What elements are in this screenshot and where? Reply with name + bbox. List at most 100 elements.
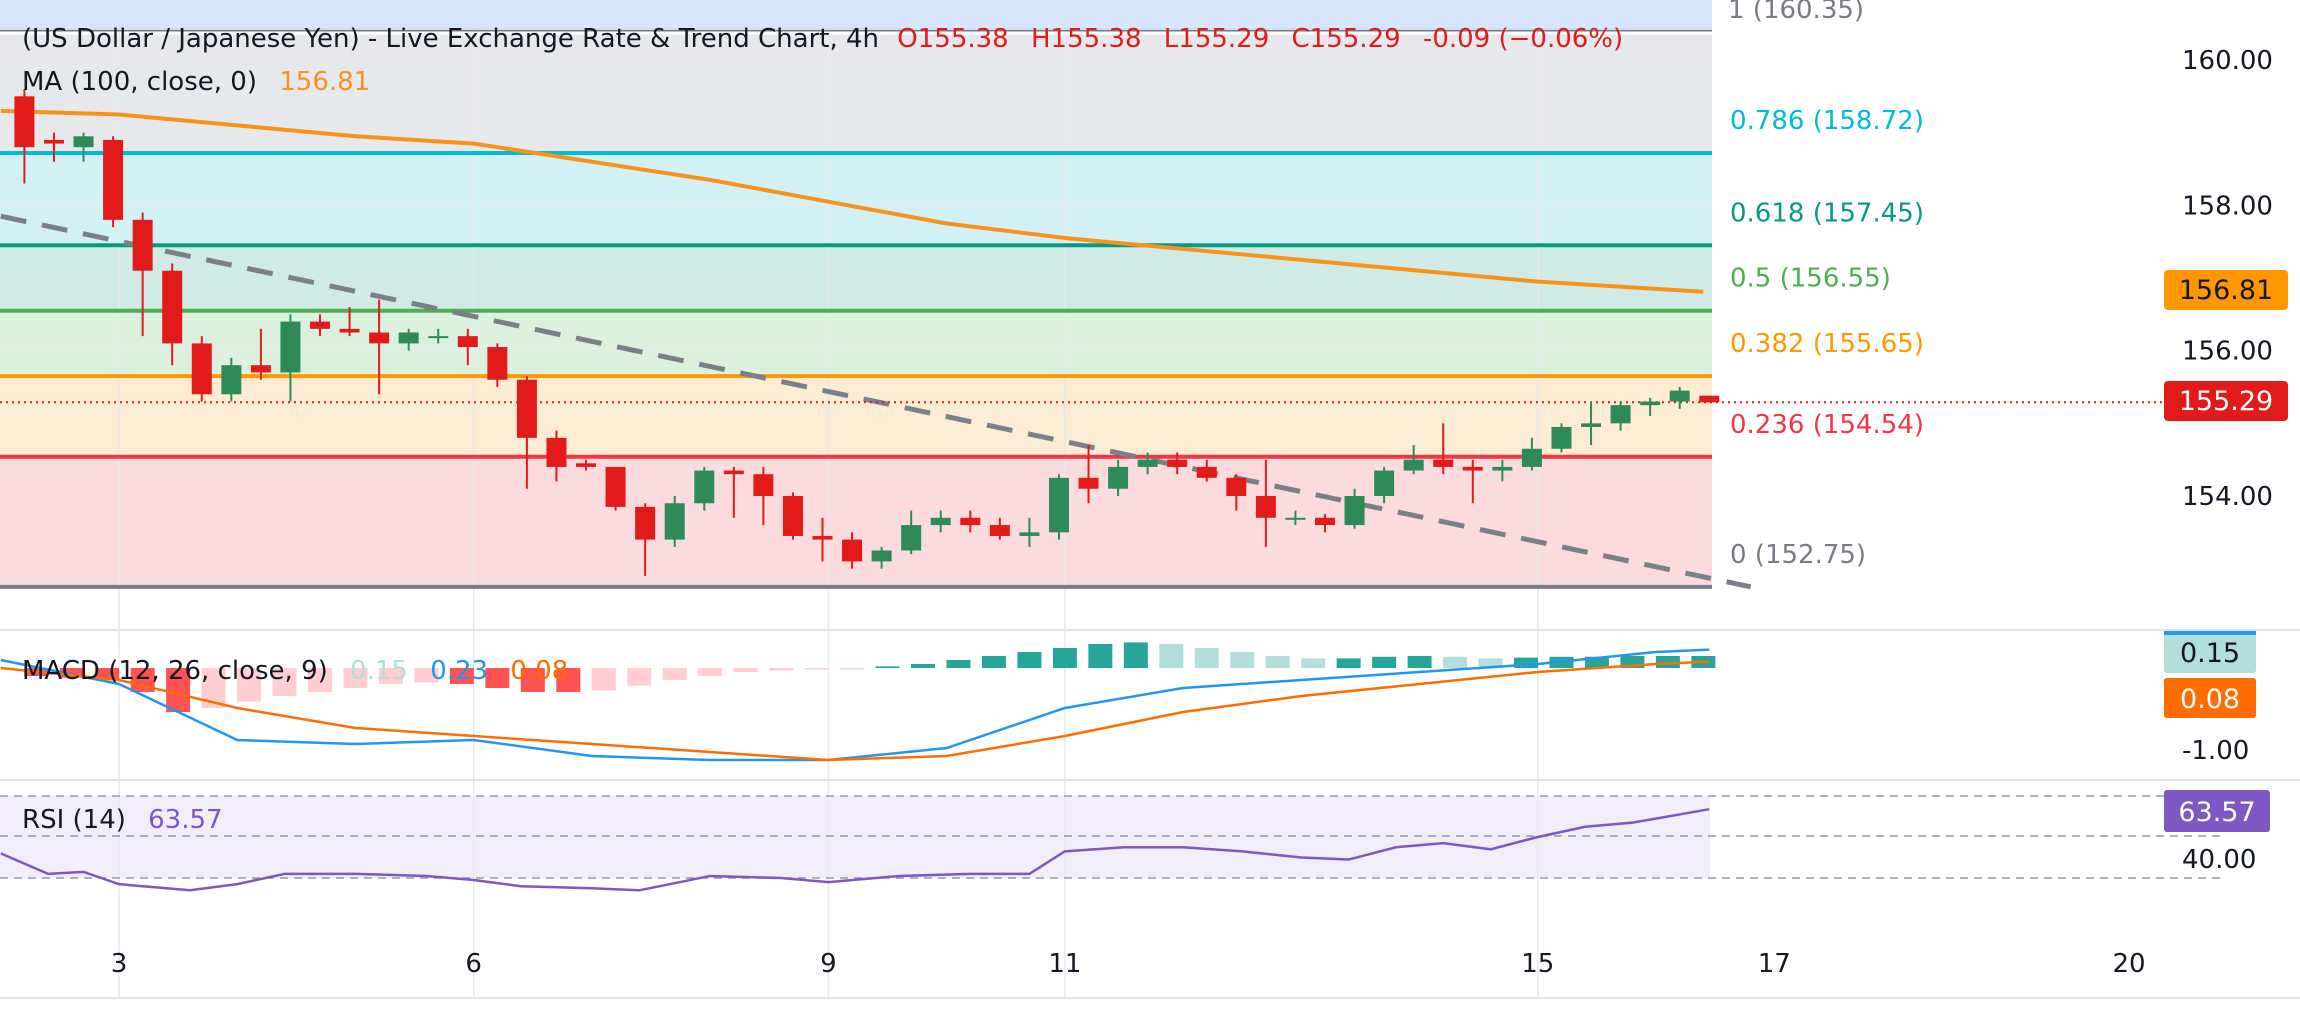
- time-axis[interactable]: 3 6 9 11 15 17 20: [111, 949, 2146, 979]
- macd-legend-label: MACD (12, 26, close, 9): [22, 656, 328, 686]
- candle-body: [14, 96, 35, 148]
- candle-body: [516, 379, 537, 438]
- macd-hist-bar: [1301, 658, 1326, 668]
- candle-body: [43, 139, 64, 144]
- macd-hist-bar: [556, 668, 581, 692]
- rsi-band: [0, 796, 1710, 878]
- fib-label-top: 1 (160.35): [1728, 0, 1864, 25]
- fib-band-1: [0, 34, 1712, 154]
- macd-hist-bar: [1088, 644, 1113, 668]
- macd-legend[interactable]: MACD (12, 26, close, 9) 0.15 0.23 0.08: [22, 656, 568, 686]
- rsi-line: [0, 807, 1710, 892]
- rsi-tag: [2164, 790, 2270, 832]
- time-tick-11: 11: [1048, 949, 1081, 979]
- macd-legend-macd: 0.23: [430, 656, 488, 686]
- candle-body: [664, 503, 685, 540]
- candle-body: [989, 525, 1010, 536]
- candle-body: [960, 517, 981, 526]
- candle-body: [753, 474, 774, 496]
- last-price-tag-text: 155.29: [2179, 386, 2273, 417]
- macd-hist-bar: [272, 668, 297, 696]
- ma-price-tag-text: 156.81: [2179, 275, 2273, 306]
- candle-body: [369, 332, 390, 344]
- candle-body: [1226, 477, 1247, 496]
- macd-hist-bar: [520, 668, 545, 692]
- time-tick-17: 17: [1758, 949, 1791, 979]
- macd-signal-tag: [2164, 678, 2256, 718]
- macd-hist-bar: [946, 660, 971, 668]
- rsi-tag-text: 63.57: [2178, 797, 2255, 828]
- candle-body: [842, 539, 863, 562]
- candle-body: [812, 535, 833, 540]
- fib-top-band: [0, 0, 1712, 30]
- last-price-tag: [2164, 381, 2288, 421]
- macd-hist-bar: [414, 668, 439, 683]
- price-tick-154.00: 154.00: [2182, 482, 2273, 512]
- time-tick-20: 20: [2112, 949, 2145, 979]
- macd-hist-bar: [1052, 648, 1077, 668]
- candle-body: [930, 517, 951, 526]
- candle-body: [398, 332, 419, 344]
- candle-body: [457, 336, 478, 348]
- candle-body: [191, 343, 212, 395]
- macd-hist-bar: [1336, 658, 1361, 668]
- macd-line: [0, 648, 1710, 762]
- candle-body: [576, 463, 597, 467]
- ohlc-change: -0.09 (−0.06%): [1423, 24, 1623, 54]
- chart-title-legend[interactable]: (US Dollar / Japanese Yen) - Live Exchan…: [22, 24, 1623, 54]
- candle-body: [782, 496, 803, 536]
- fibonacci-labels: 0.786 (158.72) 0.618 (157.45) 0.5 (156.55)…: [1730, 106, 1924, 570]
- candle-body: [428, 336, 449, 339]
- ma-100-line: [0, 108, 1704, 294]
- macd-hist-tag-text: 0.15: [2180, 638, 2240, 669]
- candle-body: [1640, 401, 1661, 406]
- macd-hist-bar: [875, 666, 900, 668]
- macd-hist-bar: [1159, 644, 1184, 668]
- fib-band-0-382: [0, 376, 1712, 457]
- candle-body: [871, 550, 892, 562]
- candle-body: [1196, 466, 1217, 478]
- macd-hist-bar: [911, 664, 935, 668]
- macd-hist-bar: [1655, 656, 1680, 668]
- macd-hist-bar: [237, 668, 262, 702]
- price-tick-156.00: 156.00: [2182, 337, 2273, 367]
- macd-hist-tag-top: [2164, 631, 2256, 635]
- macd-hist-bar: [1372, 656, 1397, 668]
- macd-hist-bar: [1514, 657, 1538, 668]
- ohlc-open: O155.38: [897, 24, 1008, 54]
- candle-body: [1521, 448, 1542, 467]
- candle-body: [250, 365, 271, 373]
- candle-body: [1285, 517, 1306, 520]
- macd-hist-bar: [59, 668, 84, 678]
- price-axis[interactable]: 160.00 158.00 156.00 154.00: [2182, 46, 2273, 512]
- rsi-legend-label: RSI (14): [22, 805, 126, 835]
- candle-body: [605, 466, 626, 507]
- candle-body: [1462, 466, 1483, 471]
- candle-body: [73, 136, 94, 148]
- macd-hist-bar: [1584, 656, 1609, 668]
- trend-line[interactable]: [0, 213, 1752, 590]
- fib-band-0-618: [0, 245, 1712, 311]
- candle-body: [1433, 459, 1454, 467]
- macd-hist-tag: [2164, 633, 2256, 673]
- candle-body: [1581, 423, 1602, 427]
- macd-hist-bar: [485, 668, 510, 688]
- macd-hist-bar: [733, 668, 758, 672]
- time-tick-6: 6: [465, 949, 482, 979]
- candle-body: [723, 470, 744, 475]
- ohlc-low: L155.29: [1164, 24, 1269, 54]
- macd-hist-bar: [840, 668, 865, 670]
- time-tick-15: 15: [1521, 949, 1554, 979]
- macd-legend-hist: 0.15: [350, 656, 408, 686]
- rsi-legend[interactable]: RSI (14) 63.57: [22, 805, 223, 835]
- candle-body: [1137, 459, 1158, 467]
- candle-body: [162, 270, 183, 344]
- ma-legend[interactable]: MA (100, close, 0) 156.81: [22, 67, 370, 97]
- time-tick-3: 3: [111, 949, 128, 979]
- chart-title: (US Dollar / Japanese Yen) - Live Exchan…: [22, 24, 879, 54]
- candle-body: [1551, 426, 1572, 449]
- ohlc-high: H155.38: [1031, 24, 1142, 54]
- price-tick-160.00: 160.00: [2182, 46, 2273, 76]
- macd-hist-bar: [1443, 656, 1468, 668]
